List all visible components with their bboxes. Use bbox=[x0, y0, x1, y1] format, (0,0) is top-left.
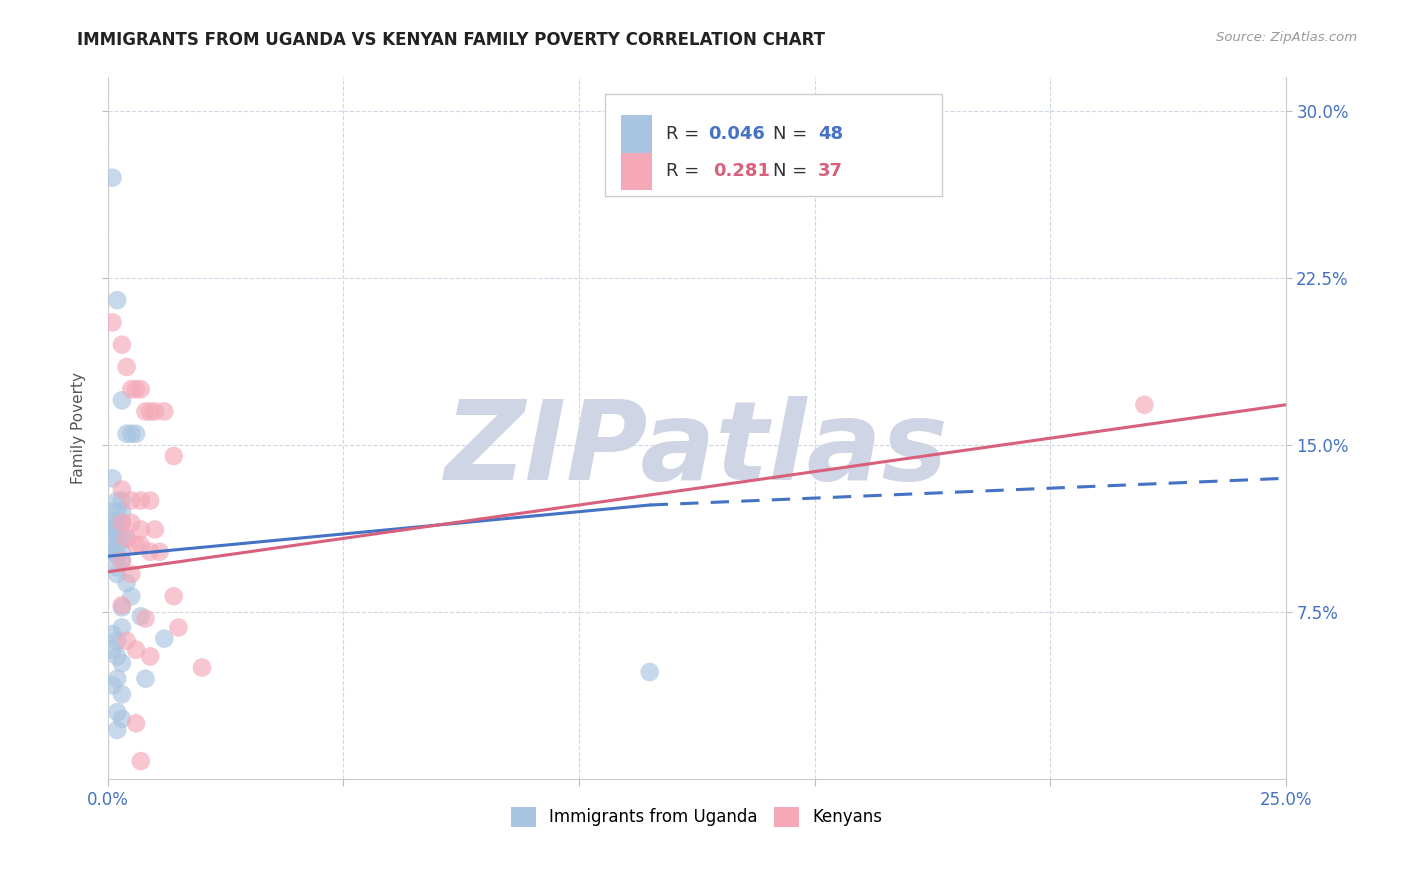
Point bbox=[115, 633, 138, 648]
Point bbox=[191, 660, 214, 674]
Text: N =: N = bbox=[773, 125, 813, 143]
Point bbox=[105, 516, 128, 530]
Point bbox=[105, 523, 128, 537]
Text: IMMIGRANTS FROM UGANDA VS KENYAN FAMILY POVERTY CORRELATION CHART: IMMIGRANTS FROM UGANDA VS KENYAN FAMILY … bbox=[77, 31, 825, 49]
Point bbox=[125, 382, 148, 396]
Point bbox=[111, 337, 134, 351]
Point bbox=[101, 642, 124, 657]
Point bbox=[111, 532, 134, 546]
Point bbox=[101, 545, 124, 559]
Point bbox=[167, 620, 190, 634]
Point bbox=[111, 516, 134, 530]
Point bbox=[101, 471, 124, 485]
Point bbox=[105, 293, 128, 307]
Text: N =: N = bbox=[773, 162, 813, 180]
Point bbox=[111, 598, 134, 612]
Point bbox=[111, 545, 134, 559]
Point bbox=[111, 600, 134, 615]
Point bbox=[120, 493, 142, 508]
Point bbox=[120, 516, 142, 530]
Point bbox=[101, 315, 124, 329]
Point bbox=[105, 549, 128, 564]
Point bbox=[134, 611, 156, 625]
Point bbox=[143, 404, 166, 418]
Point bbox=[105, 567, 128, 582]
Point bbox=[129, 538, 152, 552]
Point bbox=[111, 656, 134, 670]
Point bbox=[101, 627, 124, 641]
Point bbox=[111, 505, 134, 519]
Point bbox=[111, 620, 134, 634]
Point bbox=[143, 523, 166, 537]
Point bbox=[115, 532, 138, 546]
Legend: Immigrants from Uganda, Kenyans: Immigrants from Uganda, Kenyans bbox=[505, 800, 890, 834]
Point bbox=[163, 449, 186, 463]
Point bbox=[111, 554, 134, 568]
Point bbox=[111, 493, 134, 508]
Point bbox=[111, 483, 134, 497]
Text: 48: 48 bbox=[818, 125, 844, 143]
Point bbox=[105, 705, 128, 719]
Text: 0.046: 0.046 bbox=[709, 125, 765, 143]
Point bbox=[105, 560, 128, 574]
Point bbox=[134, 672, 156, 686]
Point bbox=[115, 532, 138, 546]
Point bbox=[163, 590, 186, 604]
Point bbox=[139, 493, 162, 508]
Point bbox=[105, 723, 128, 737]
Text: 37: 37 bbox=[818, 162, 844, 180]
Point bbox=[129, 754, 152, 768]
Point bbox=[105, 538, 128, 552]
Point bbox=[134, 404, 156, 418]
Point bbox=[153, 632, 176, 646]
Point bbox=[125, 716, 148, 731]
Point bbox=[129, 523, 152, 537]
Text: 0.281: 0.281 bbox=[713, 162, 770, 180]
Point bbox=[105, 493, 128, 508]
Point bbox=[139, 404, 162, 418]
Point bbox=[120, 426, 142, 441]
Point bbox=[115, 426, 138, 441]
Point bbox=[111, 516, 134, 530]
Point bbox=[111, 393, 134, 408]
Point bbox=[120, 382, 142, 396]
Y-axis label: Family Poverty: Family Poverty bbox=[72, 372, 86, 484]
Point bbox=[105, 532, 128, 546]
Point bbox=[129, 609, 152, 624]
Text: R =: R = bbox=[666, 162, 711, 180]
Point bbox=[115, 576, 138, 591]
Point bbox=[129, 493, 152, 508]
Text: R =: R = bbox=[666, 125, 706, 143]
Point bbox=[139, 649, 162, 664]
Point bbox=[105, 633, 128, 648]
Point bbox=[111, 712, 134, 726]
Point bbox=[101, 505, 124, 519]
Point bbox=[101, 523, 124, 537]
Point bbox=[638, 665, 661, 679]
Point bbox=[149, 545, 172, 559]
Point bbox=[125, 426, 148, 441]
Point bbox=[115, 359, 138, 374]
Text: ZIPatlas: ZIPatlas bbox=[444, 396, 949, 503]
Point bbox=[111, 554, 134, 568]
Point bbox=[105, 505, 128, 519]
Point bbox=[139, 545, 162, 559]
Point bbox=[105, 672, 128, 686]
Point bbox=[101, 678, 124, 692]
Point bbox=[105, 649, 128, 664]
Point bbox=[101, 545, 124, 559]
Point bbox=[125, 538, 148, 552]
Point bbox=[111, 687, 134, 701]
Point bbox=[101, 170, 124, 185]
Text: Source: ZipAtlas.com: Source: ZipAtlas.com bbox=[1216, 31, 1357, 45]
Point bbox=[101, 516, 124, 530]
Point bbox=[125, 642, 148, 657]
Point bbox=[129, 382, 152, 396]
Point bbox=[120, 567, 142, 582]
Point bbox=[120, 590, 142, 604]
Point bbox=[101, 532, 124, 546]
Point bbox=[1133, 398, 1156, 412]
Point bbox=[153, 404, 176, 418]
